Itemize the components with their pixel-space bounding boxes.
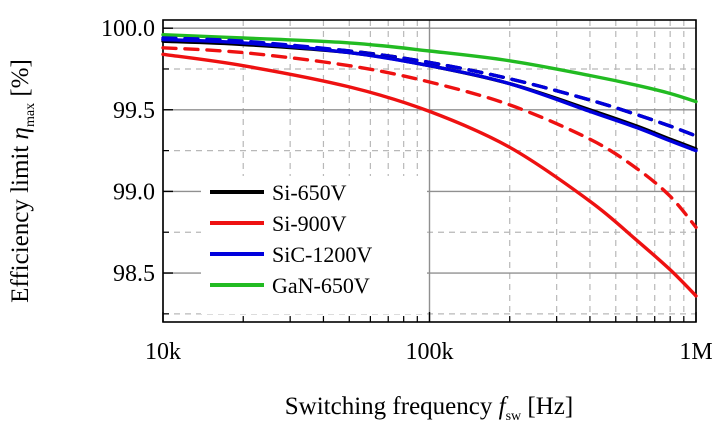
y-tick-label: 100.0 <box>101 16 155 42</box>
series-line-sic-1200v-dashed <box>161 36 698 138</box>
y-tick-label: 98.5 <box>113 261 155 287</box>
x-tick-label: 1M <box>679 339 712 365</box>
legend: Si-650V Si-900V SiC-1200V GaN-650V <box>201 176 427 314</box>
y-tick-label: 99.0 <box>113 179 155 205</box>
legend-label-si-900v: Si-900V <box>272 211 347 236</box>
x-axis-title: Switching frequency fsw [Hz] <box>285 393 573 424</box>
x-tick-label: 100k <box>406 339 454 365</box>
series-line-si-900v-dashed <box>161 46 698 229</box>
series-line-si-900v <box>161 52 698 298</box>
legend-label-sic-1200v: SiC-1200V <box>272 242 372 267</box>
legend-label-gan-650v: GaN-650V <box>272 273 370 298</box>
series-line-gan-650v <box>161 33 698 104</box>
x-tick-label: 10k <box>145 339 181 365</box>
legend-background <box>201 176 427 314</box>
legend-label-si-650v: Si-650V <box>272 180 347 205</box>
series-line-sic-1200v <box>161 37 698 153</box>
y-axis-title: Efficiency limit ηmax [%] <box>7 59 38 303</box>
y-tick-label: 99.5 <box>113 98 155 124</box>
series-lines <box>161 33 698 298</box>
axis-ticks: 10k 100k 1M 98.5 99.0 99.5 100.0 <box>101 16 713 365</box>
